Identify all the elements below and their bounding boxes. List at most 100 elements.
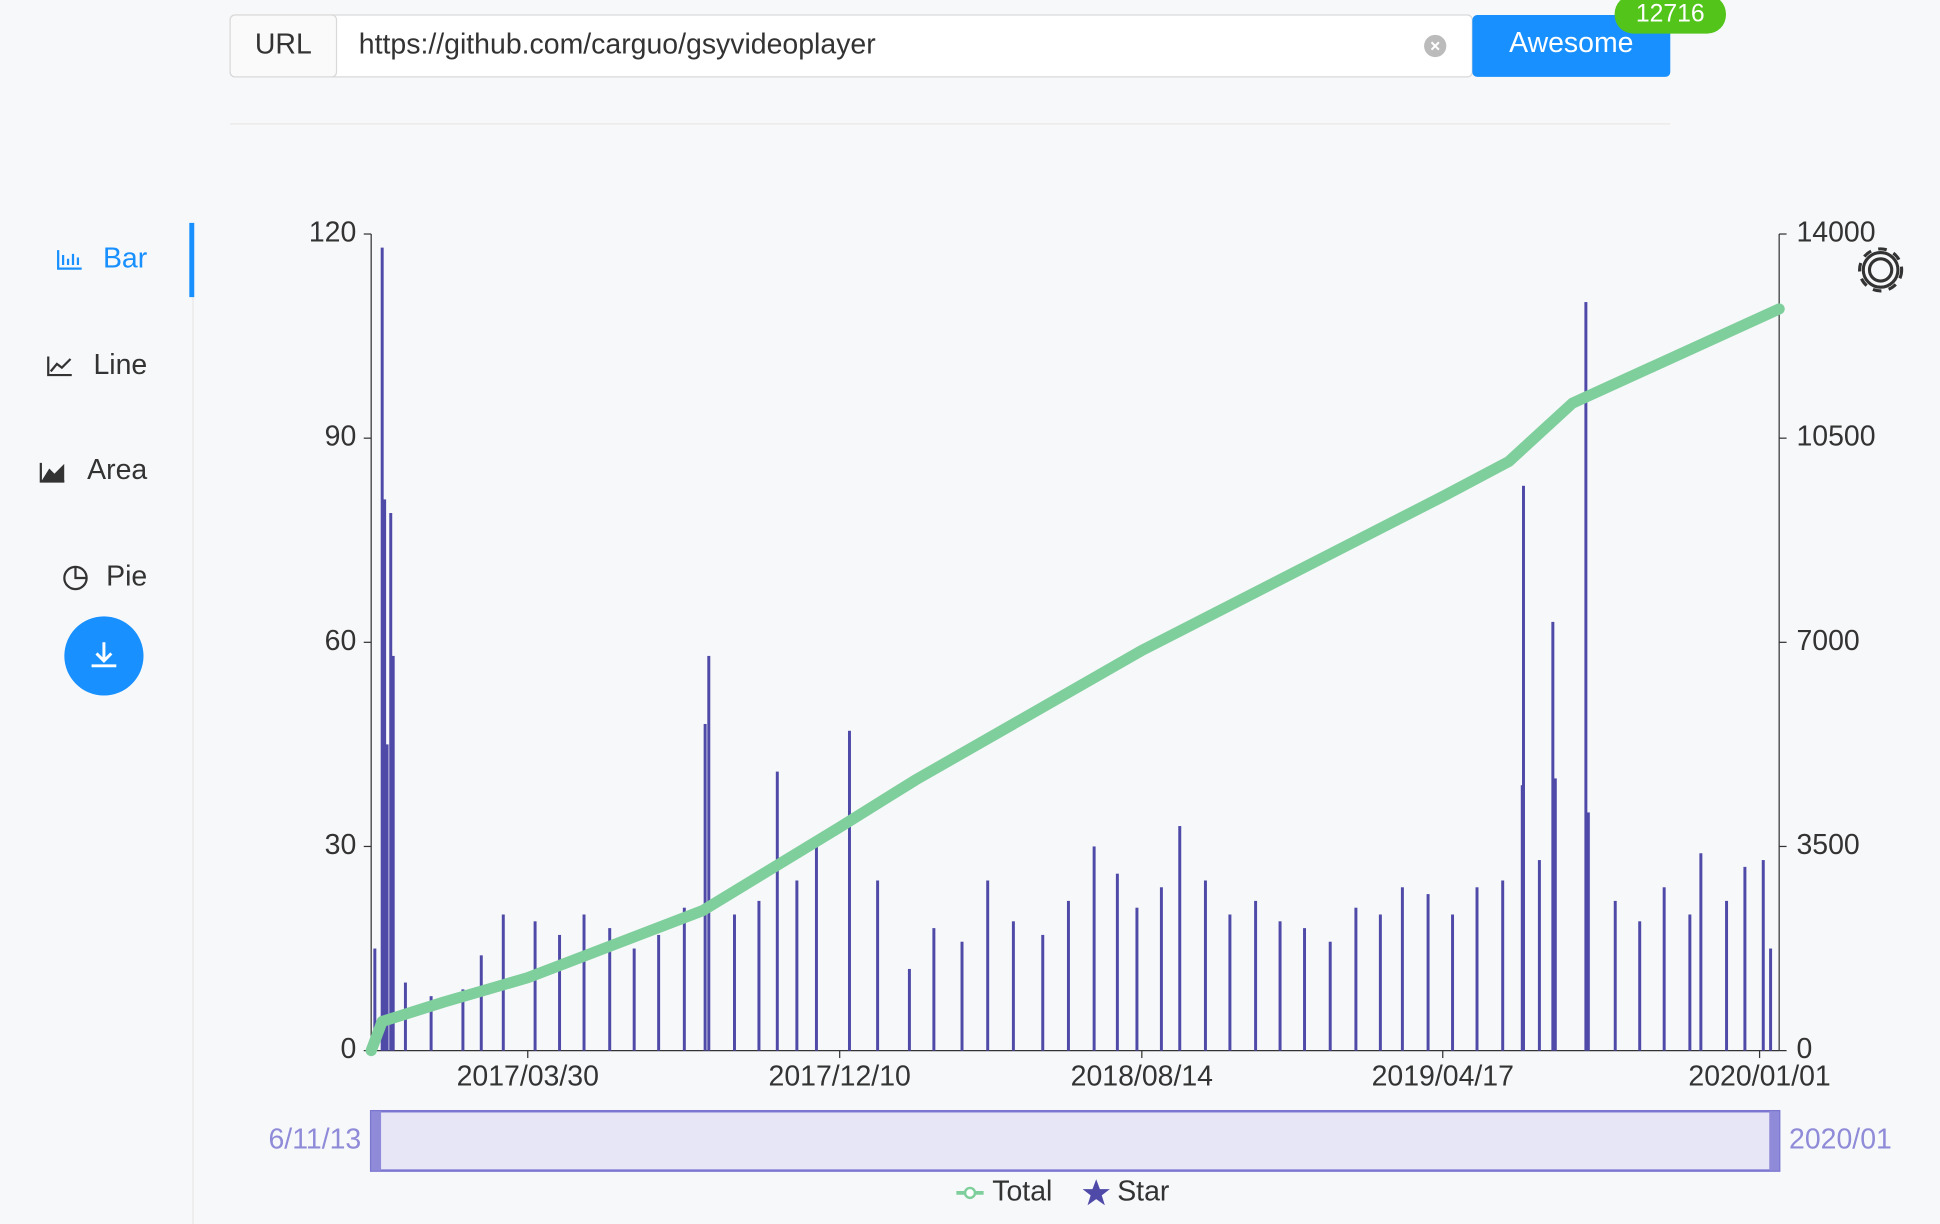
- bar: [385, 744, 389, 1051]
- line: [365, 303, 1785, 1057]
- bar: [1203, 880, 1207, 1051]
- legend-marker: [1082, 1179, 1110, 1206]
- bar: [847, 730, 851, 1051]
- y-tick-label: 120: [309, 217, 356, 249]
- bar: [1011, 921, 1015, 1051]
- x-tick-label: 2019/04/17: [1372, 1060, 1514, 1092]
- bar: [1613, 900, 1617, 1051]
- bar: [876, 880, 880, 1051]
- menu-item[interactable]: Pie: [106, 560, 147, 592]
- bar: [1066, 900, 1070, 1051]
- bar: [932, 928, 936, 1051]
- menu-item[interactable]: Line: [93, 349, 147, 381]
- bar: [795, 880, 799, 1051]
- y-tick-label: 0: [340, 1033, 356, 1065]
- bar: [1638, 921, 1642, 1051]
- y-tick-label: 30: [325, 829, 357, 861]
- bar: [1699, 853, 1703, 1051]
- bar: [429, 996, 433, 1051]
- x-tick-label: 2017/03/30: [457, 1060, 599, 1092]
- zoom-handle: [1769, 1111, 1780, 1171]
- bar: [757, 900, 761, 1051]
- bar: [1584, 302, 1588, 1051]
- bar: [814, 846, 818, 1051]
- bar: [1303, 928, 1307, 1051]
- legend-label: Total: [992, 1175, 1052, 1207]
- bar: [703, 723, 707, 1051]
- bar: [1761, 860, 1765, 1051]
- bar: [479, 955, 483, 1051]
- bar: [960, 941, 964, 1051]
- y2-tick-label: 7000: [1796, 625, 1859, 657]
- x-tick-label: 2017/12/10: [769, 1060, 911, 1092]
- zoom-handle: [371, 1111, 382, 1171]
- chart: 0 30 60 90 120 0 3500 7000 10500 14000 2017/03/30 2…: [268, 217, 1891, 1208]
- bar: [582, 914, 586, 1051]
- bar: [1586, 812, 1590, 1051]
- bar: [1769, 948, 1773, 1051]
- bar: [907, 968, 911, 1051]
- bar: [1115, 873, 1119, 1051]
- bar: [533, 921, 537, 1051]
- menu-icons: [39, 250, 88, 591]
- bar: [383, 499, 387, 1051]
- bar: [775, 771, 779, 1051]
- bar: [1662, 887, 1666, 1051]
- zoom-start-label: 6/11/13: [268, 1123, 361, 1155]
- zoom-slider[interactable]: [369, 1109, 1781, 1172]
- bar: [682, 907, 686, 1051]
- bar: [1135, 907, 1139, 1051]
- bar: [1041, 934, 1045, 1051]
- bar: [1537, 860, 1541, 1051]
- bar: [461, 989, 465, 1051]
- bar: [986, 880, 990, 1051]
- bar: [733, 914, 736, 1051]
- bar: [1328, 941, 1332, 1051]
- bar: [380, 247, 384, 1051]
- bar: [1228, 914, 1232, 1051]
- bar: [1159, 887, 1163, 1051]
- bar: [1354, 907, 1358, 1051]
- bar: [558, 934, 562, 1051]
- bar: [1178, 826, 1182, 1051]
- bar: [1475, 887, 1479, 1051]
- menu-item[interactable]: Bar: [103, 243, 147, 275]
- url-addon: [229, 14, 338, 78]
- clear-icon: [1430, 41, 1440, 51]
- url-label: URL: [255, 28, 312, 60]
- url-value[interactable]: https://github.com/carguo/gsyvideoplayer: [359, 28, 876, 60]
- bar: [707, 655, 711, 1051]
- settings-icon[interactable]: [1858, 247, 1904, 293]
- bar: [391, 655, 395, 1051]
- bar: [1551, 621, 1555, 1051]
- bar: [389, 513, 393, 1051]
- y2-tick-label: 0: [1796, 1033, 1812, 1065]
- y2-tick-label: 10500: [1796, 421, 1875, 453]
- y2-tick-label: 3500: [1796, 829, 1859, 861]
- badge: [1614, 0, 1726, 34]
- bar: [1092, 846, 1096, 1051]
- y2-tick-label: 14000: [1796, 217, 1875, 249]
- legend-label: Star: [1117, 1175, 1169, 1207]
- y-tick-label: 90: [325, 421, 357, 453]
- awesome-button[interactable]: [1472, 15, 1671, 77]
- bar: [1501, 880, 1505, 1051]
- bar: [657, 934, 661, 1051]
- bar: [1426, 894, 1430, 1051]
- bar: [1278, 921, 1282, 1051]
- download-icon: [91, 642, 117, 668]
- button-text: Awesome: [1509, 27, 1633, 59]
- x-tick-label: 2018/08/14: [1071, 1060, 1213, 1092]
- bar: [608, 928, 612, 1051]
- menu-item[interactable]: Area: [87, 454, 147, 486]
- bar: [1743, 866, 1747, 1051]
- y-tick-label: 60: [325, 625, 357, 657]
- bar: [1725, 900, 1729, 1051]
- bar: [1522, 485, 1525, 1051]
- badge-text: 12716: [1636, 1, 1705, 28]
- menu-active: [189, 222, 195, 298]
- bar: [373, 948, 377, 1051]
- bar: [1553, 778, 1557, 1051]
